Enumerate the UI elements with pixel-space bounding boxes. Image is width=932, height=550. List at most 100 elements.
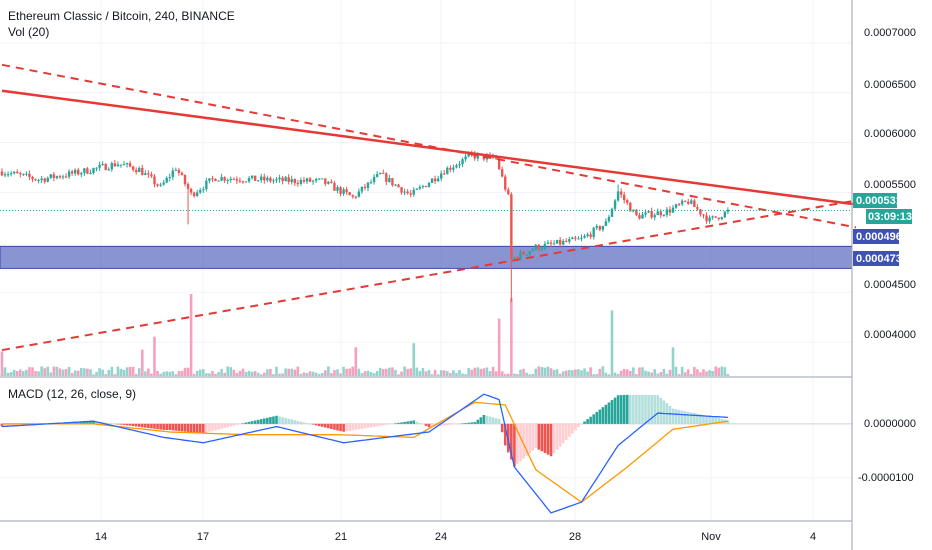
trendline-dashed [1, 199, 857, 352]
volume-bar [275, 366, 278, 376]
macd-histogram-bar [482, 414, 486, 424]
macd-histogram-bar [83, 421, 86, 424]
volume-bar [287, 368, 290, 376]
price-tick: 0.0005500 [864, 179, 916, 191]
macd-histogram-bar [497, 419, 501, 424]
candle-body [586, 234, 589, 237]
volume-bar [699, 372, 702, 376]
candle-body [0, 171, 4, 176]
candle-body [571, 237, 574, 240]
macd-histogram-bar [330, 423, 333, 430]
macd-histogram-bar [159, 423, 162, 430]
candle-body [135, 169, 138, 173]
candle-body [589, 234, 592, 237]
macd-histogram-bar [473, 422, 477, 424]
macd-histogram-bar [589, 416, 592, 424]
macd-histogram-bar [128, 423, 132, 426]
macd-histogram-bar [229, 423, 233, 427]
volume-bar [394, 369, 397, 376]
volume-bar [141, 349, 144, 376]
candle-body [601, 225, 605, 230]
volume-bar [385, 368, 388, 376]
macd-tick: -0.0000100 [858, 472, 914, 484]
volume-bar [452, 370, 455, 376]
macd-histogram-bar [561, 423, 565, 444]
candle-body [250, 175, 254, 179]
volume-bar [464, 374, 467, 376]
candle-body [19, 173, 22, 175]
macd-histogram-bar [385, 423, 388, 425]
macd-histogram-bar [22, 423, 25, 426]
candle-body [34, 179, 37, 181]
candle-body [232, 178, 235, 180]
macd-histogram-bar [418, 423, 422, 424]
volume-bar [665, 373, 669, 376]
volume-bar [198, 369, 202, 376]
candle-body [339, 187, 342, 194]
macd-histogram-bar [397, 422, 400, 424]
volume-bar [284, 368, 287, 376]
price-axis[interactable]: 0.0007000 0.0006500 0.0006000 0.0005500 … [864, 27, 916, 341]
macd-histogram-bar [461, 423, 464, 425]
candlesticks[interactable] [0, 150, 730, 303]
macd-histogram-bar [464, 423, 467, 424]
volume-bar [604, 372, 608, 376]
candle-body [141, 167, 144, 176]
macd-histogram-bar [534, 423, 538, 448]
candle-body [214, 178, 217, 181]
macd-histogram-bar [95, 421, 98, 424]
macd-histogram-bar [671, 408, 675, 424]
macd-histogram-bar [638, 394, 641, 424]
volume-bar [476, 367, 480, 376]
candle-body [92, 168, 95, 173]
candle-body [226, 180, 229, 182]
macd-histogram-bar [708, 416, 711, 424]
macd-histogram-bar [324, 423, 327, 428]
macd-histogram-bar [147, 423, 150, 429]
macd-histogram-bar [607, 402, 611, 424]
macd-histogram-bar [446, 423, 449, 426]
candle-body [421, 186, 425, 188]
macd-histogram-bar [244, 422, 248, 424]
macd-histogram-bar [137, 423, 141, 427]
volume-bar [244, 372, 248, 376]
candle-body [507, 189, 510, 195]
volume-bar [348, 368, 351, 376]
volume-bar [220, 368, 223, 376]
macd-histogram-bar [247, 421, 251, 424]
macd-histogram-bar [686, 411, 690, 424]
candle-body [452, 167, 455, 170]
volume-bar [622, 368, 626, 376]
macd-axis[interactable]: 0.0000000 -0.0000100 [858, 418, 916, 484]
volume-bar [37, 371, 40, 376]
macd-histogram-bar [168, 423, 172, 431]
macd-histogram-bar [92, 421, 95, 424]
volume-bar [500, 371, 504, 376]
volume-bar [726, 373, 730, 376]
candle-body [345, 189, 348, 193]
macd-histogram-bar [220, 423, 223, 429]
volume-bar [101, 369, 104, 376]
price-tick: 0.0006000 [864, 128, 916, 140]
macd-histogram-bar [241, 423, 245, 424]
time-axis[interactable]: 14 17 21 24 28 Nov 4 [95, 531, 816, 543]
volume-bar [583, 368, 586, 376]
macd-histogram-bar [427, 423, 431, 428]
volume-bar [571, 370, 574, 376]
volume-bar [153, 336, 156, 376]
macd-histogram-bar [391, 423, 394, 425]
volume-bar [503, 374, 507, 376]
candle-body [202, 189, 205, 191]
volume-bar [269, 368, 272, 376]
last-price-tag: 0.0005319 [853, 193, 908, 208]
volume-bar [327, 366, 330, 376]
candle-body [519, 252, 522, 260]
volume-bar [253, 371, 257, 376]
trendlines[interactable] [0, 63, 857, 352]
volume-bar [339, 373, 342, 376]
macd-histogram-bar [202, 423, 205, 434]
candle-body [363, 186, 367, 188]
macd-histogram-bar [452, 423, 455, 425]
candle-body [693, 200, 696, 208]
